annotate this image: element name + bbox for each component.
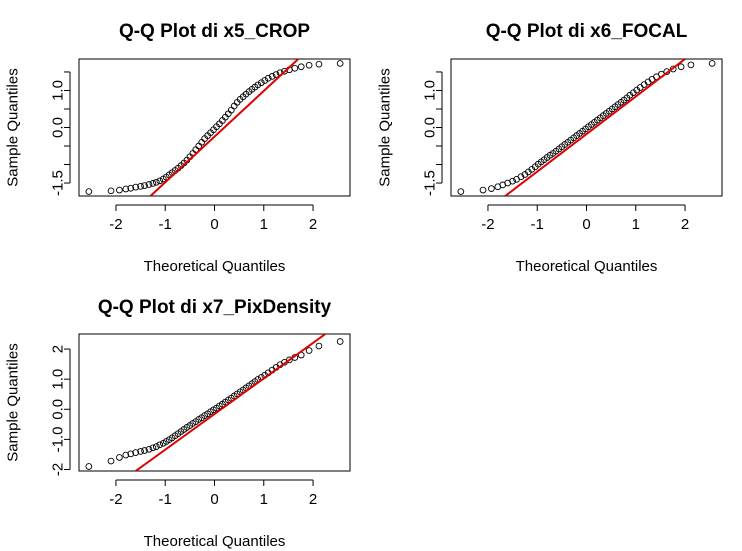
qq-point: [315, 342, 323, 350]
qq-point: [116, 454, 123, 461]
qq-point: [127, 450, 135, 458]
qq-point: [149, 444, 157, 452]
y-tick-label: -1.5: [50, 170, 67, 196]
y-tick-label: 0.0: [50, 399, 67, 420]
qq-point: [509, 177, 516, 185]
qq-point: [153, 178, 160, 186]
qq-point: [107, 457, 115, 465]
x-axis-title: Theoretical Quantiles: [144, 258, 286, 275]
qq-point: [137, 183, 144, 190]
qq-panel-x7-pixdensity: Q-Q Plot di x7_PixDensity -2 -1 0 1 2 -2 -1.0 0.…: [5, 297, 351, 550]
plot-frame: [450, 58, 723, 197]
qq-point: [145, 181, 153, 188]
qq-point: [132, 183, 140, 191]
y-tick-label: -1.0: [50, 426, 67, 452]
qq-point: [141, 447, 148, 454]
x-tick-label: -2: [109, 216, 122, 233]
x-tick-label: -1: [159, 216, 172, 233]
y-tick-label: 0.0: [422, 117, 439, 138]
qq-point: [145, 445, 153, 453]
qq-point: [708, 60, 716, 67]
y-tick-label: 1.0: [422, 80, 439, 101]
qq-point: [156, 441, 164, 449]
qq-point: [230, 102, 238, 110]
x-tick-label: -1: [159, 491, 172, 508]
chart-title: Q-Q Plot di x6_FOCAL: [486, 21, 688, 42]
qq-point: [127, 184, 135, 192]
x-tick-label: 0: [582, 216, 590, 233]
x-tick-label: -2: [481, 216, 494, 233]
qq-point: [281, 67, 288, 75]
chart-title: Q-Q Plot di x5_CROP: [119, 21, 310, 42]
x-tick-label: 2: [309, 216, 317, 233]
y-axis-title: Sample Quantiles: [377, 68, 394, 186]
qq-point: [85, 463, 93, 470]
y-tick-label: -1.5: [422, 170, 439, 196]
x-tick-label: 1: [260, 216, 268, 233]
x-tick-label: 2: [309, 491, 317, 508]
qq-point: [272, 71, 280, 78]
qq-panel-x6-focal: Q-Q Plot di x6_FOCAL -2 -1 0 1 2 -1.5 0.0 1.0 The…: [377, 21, 723, 275]
qq-point: [315, 60, 323, 68]
qq-point: [254, 81, 262, 89]
x-tick-label: 1: [260, 491, 268, 508]
y-tick-label: 0.0: [50, 117, 67, 138]
qq-point: [261, 77, 269, 84]
qq-point: [457, 188, 465, 195]
y-tick-label: -2: [50, 463, 67, 476]
plot-frame: [78, 333, 351, 472]
qq-point: [116, 186, 123, 194]
y-axis-title: Sample Quantiles: [5, 343, 22, 461]
x-tick-label: 0: [210, 216, 218, 233]
x-tick-label: -1: [531, 216, 544, 233]
qq-point: [291, 64, 299, 72]
plot-frame: [78, 58, 351, 197]
y-tick-label: 2: [50, 345, 67, 353]
qq-point: [336, 60, 344, 67]
qq-point: [677, 63, 685, 71]
x-axis-title: Theoretical Quantiles: [516, 258, 658, 275]
qq-point: [107, 187, 115, 195]
x-tick-label: 1: [632, 216, 640, 233]
qq-point: [227, 106, 235, 114]
qq-point: [479, 186, 487, 194]
y-tick-label: 1.0: [50, 369, 67, 390]
qq-reference-line: [135, 334, 326, 471]
qq-point: [305, 61, 313, 69]
qq-point: [149, 180, 157, 187]
qq-reference-line: [149, 59, 299, 196]
x-tick-label: -2: [109, 491, 122, 508]
qq-point: [156, 177, 164, 185]
qq-point: [297, 63, 305, 71]
qq-point: [85, 188, 93, 195]
qq-point: [122, 451, 130, 459]
qq-reference-line: [504, 59, 686, 196]
y-axis-title: Sample Quantiles: [5, 68, 22, 186]
qq-point: [141, 182, 148, 189]
y-tick-label: 1.0: [50, 80, 67, 101]
qq-point: [257, 79, 265, 87]
qq-panel-x5-crop: Q-Q Plot di x5_CROP -2 -1 0 1 2 -1.5 0.0 1.0 Theo…: [5, 21, 351, 275]
qq-point: [336, 338, 344, 345]
qq-point: [264, 74, 272, 82]
qq-point: [137, 448, 144, 455]
qq-point: [305, 347, 313, 354]
qq-point: [268, 73, 276, 80]
x-axis-title: Theoretical Quantiles: [144, 533, 286, 550]
qq-point: [286, 356, 293, 364]
chart-title: Q-Q Plot di x7_PixDensity: [98, 297, 332, 318]
x-tick-label: 0: [210, 491, 218, 508]
x-tick-label: 2: [681, 216, 689, 233]
qq-point: [153, 443, 160, 450]
qq-point: [517, 173, 525, 181]
qq-point: [488, 185, 495, 192]
qq-point: [687, 61, 695, 69]
qq-point: [122, 185, 130, 193]
qq-point: [198, 138, 206, 146]
qq-point: [132, 449, 140, 456]
